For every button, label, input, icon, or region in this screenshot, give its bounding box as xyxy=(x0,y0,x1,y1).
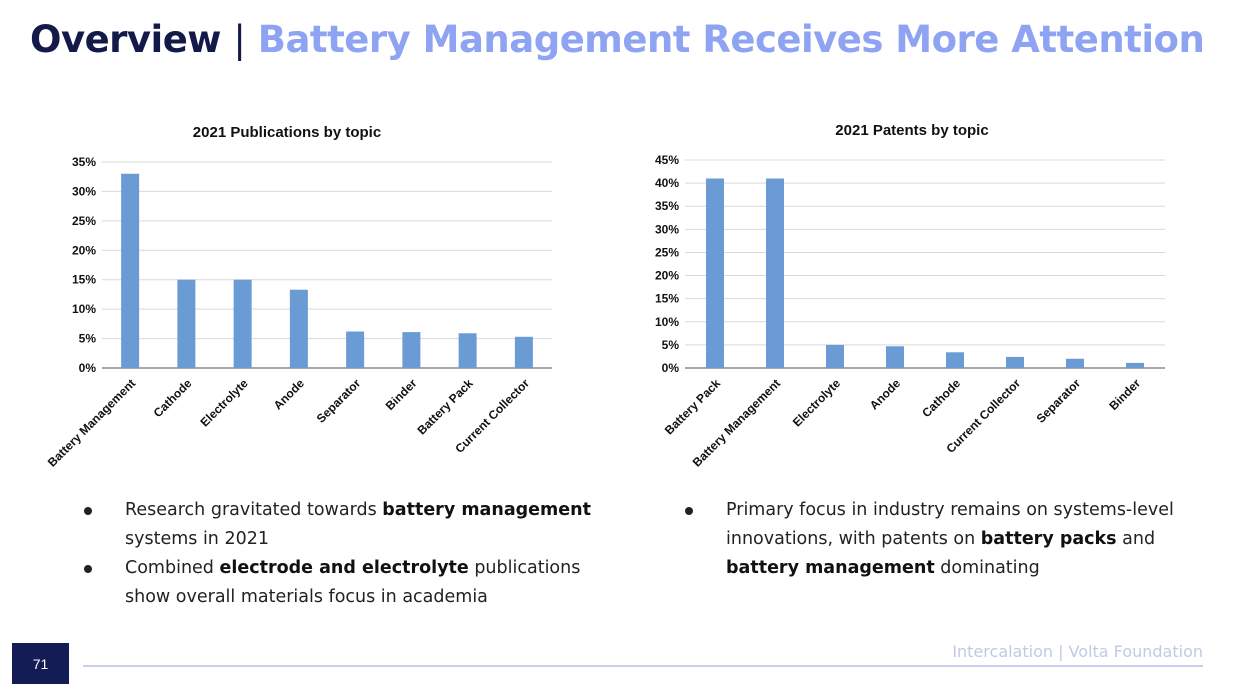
category-label: Battery Pack xyxy=(662,376,724,438)
y-tick-label: 0% xyxy=(662,361,680,375)
patents-chart: 2021 Patents by topic 0% 5% 10% 15% 20% 25% 30%… xyxy=(655,122,1165,470)
y-tick-label: 20% xyxy=(655,269,679,283)
bullet-text: Primary focus in industry remains on sys… xyxy=(726,500,1174,549)
y-tick-label: 35% xyxy=(655,199,679,213)
bar xyxy=(346,331,365,368)
chart-title: 2021 Publications by topic xyxy=(193,124,381,141)
y-tick-label: 0% xyxy=(79,361,97,375)
category-label: Separator xyxy=(1034,376,1084,426)
category-label: Cathode xyxy=(151,376,195,420)
publications-chart: 2021 Publications by topic 0% 5% 10% 15% 20% 2… xyxy=(45,124,552,470)
page-title: Overview | Battery Management Receives M… xyxy=(30,18,1205,61)
y-tick-label: 25% xyxy=(655,245,679,259)
category-label: Electrolyte xyxy=(197,376,251,430)
category-label: Battery Pack xyxy=(414,376,476,438)
bullet-item: Combined electrode and electrolyte publi… xyxy=(80,554,600,612)
bar xyxy=(1126,362,1144,368)
bullet-text: and xyxy=(1116,529,1156,549)
bar xyxy=(1066,358,1084,368)
y-tick-label: 10% xyxy=(655,315,679,329)
title-accent: Battery Management Receives More Attenti… xyxy=(257,18,1205,61)
y-tick-label: 35% xyxy=(72,155,96,169)
bar xyxy=(706,178,724,368)
right-bullet-list: Primary focus in industry remains on sys… xyxy=(681,496,1181,583)
footer-divider xyxy=(83,665,1203,667)
category-label: Anode xyxy=(271,376,308,413)
bullet-item: Research gravitated towards battery mana… xyxy=(80,496,600,554)
bar xyxy=(402,332,421,368)
category-label: Binder xyxy=(383,376,420,413)
category-label: Separator xyxy=(314,376,364,426)
bar xyxy=(826,344,844,368)
bullet-text: publications show overall materials focu… xyxy=(125,558,581,607)
y-tick-label: 15% xyxy=(655,292,679,306)
chart-title: 2021 Patents by topic xyxy=(835,122,988,139)
bar xyxy=(886,346,904,368)
y-tick-label: 15% xyxy=(72,273,96,287)
bar xyxy=(1006,356,1024,368)
left-bullet-list: Research gravitated towards battery mana… xyxy=(80,496,600,612)
bullet-text: systems in 2021 xyxy=(125,529,269,549)
category-label: Anode xyxy=(867,376,904,413)
footer-brand: Intercalation | Volta Foundation xyxy=(952,642,1203,661)
bar xyxy=(946,352,964,368)
bar xyxy=(766,178,784,368)
y-tick-label: 45% xyxy=(655,153,679,167)
category-label: Cathode xyxy=(919,376,963,420)
y-tick-label: 5% xyxy=(662,338,680,352)
bar xyxy=(458,333,477,368)
page-number: 71 xyxy=(12,643,69,684)
category-label: Electrolyte xyxy=(790,376,844,430)
bar xyxy=(233,279,252,368)
bullet-text: Combined xyxy=(125,558,220,578)
bar xyxy=(514,336,533,368)
y-tick-label: 20% xyxy=(72,243,96,257)
bar xyxy=(177,279,196,368)
y-tick-label: 5% xyxy=(79,332,97,346)
bullet-emphasis: battery packs xyxy=(980,529,1117,549)
category-label: Battery Management xyxy=(45,376,138,469)
bar xyxy=(121,173,140,368)
title-main: Overview xyxy=(30,18,222,61)
category-label: Binder xyxy=(1106,376,1143,413)
y-tick-label: 10% xyxy=(72,302,96,316)
bullet-text: Research gravitated towards xyxy=(125,500,383,520)
bullet-emphasis: battery management xyxy=(726,558,935,578)
bar xyxy=(289,289,308,368)
bullet-item: Primary focus in industry remains on sys… xyxy=(681,496,1181,583)
y-tick-label: 30% xyxy=(72,184,96,198)
bullet-text: dominating xyxy=(934,558,1040,578)
title-separator: | xyxy=(233,18,246,61)
bullet-emphasis: electrode and electrolyte xyxy=(219,558,469,578)
y-tick-label: 40% xyxy=(655,176,679,190)
y-tick-label: 25% xyxy=(72,214,96,228)
y-tick-label: 30% xyxy=(655,222,679,236)
bullet-emphasis: battery management xyxy=(382,500,591,520)
